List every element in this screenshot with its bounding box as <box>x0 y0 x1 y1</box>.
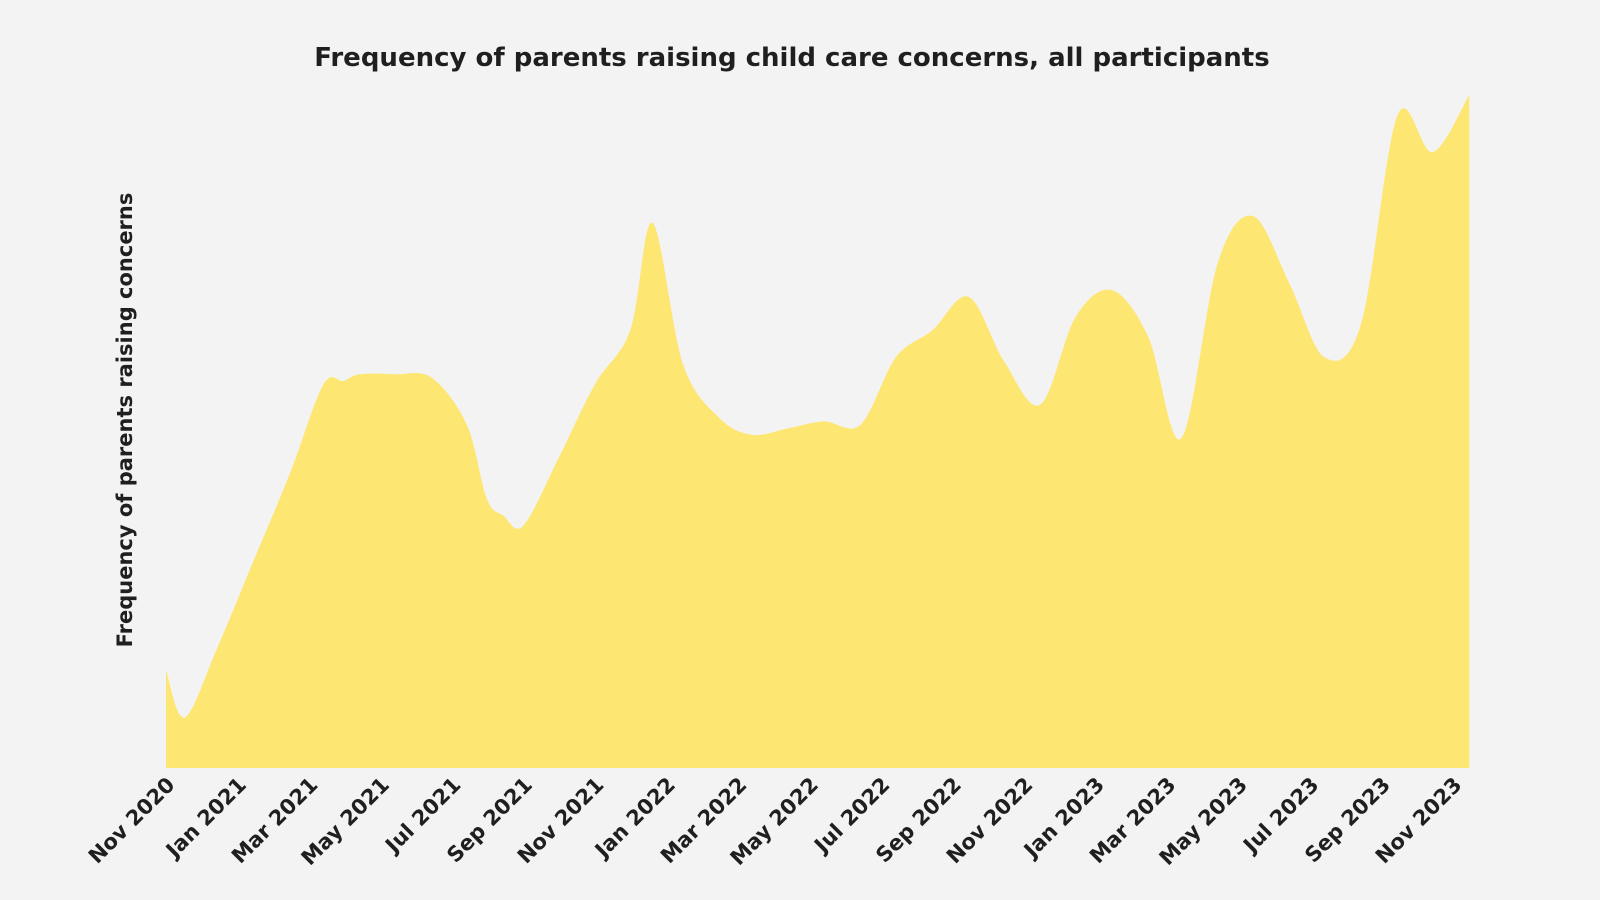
chart-title: Frequency of parents raising child care … <box>314 43 1269 73</box>
x-tick-label: Nov 2020 <box>84 773 180 869</box>
y-axis-label: Frequency of parents raising concerns <box>113 193 137 648</box>
plot-area <box>166 95 1470 768</box>
area-series-0 <box>166 95 1470 768</box>
